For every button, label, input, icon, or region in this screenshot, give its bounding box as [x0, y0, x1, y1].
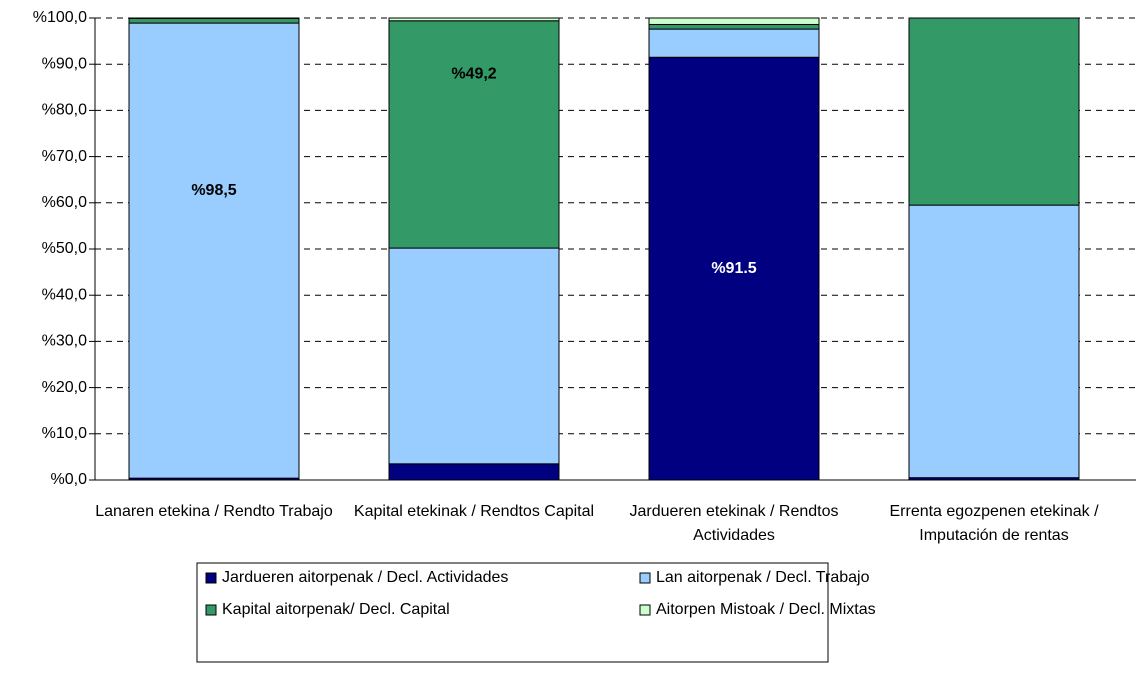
x-tick-label: Lanaren etekina / Rendto Trabajo — [95, 503, 333, 520]
y-tick-label: %50,0 — [42, 240, 87, 257]
bar-segment — [648, 23, 820, 30]
bar-segment — [388, 247, 560, 465]
data-label: %91.5 — [711, 260, 756, 277]
bar-segment — [908, 17, 1080, 206]
bar-segment — [908, 204, 1080, 479]
y-tick-label: %10,0 — [42, 425, 87, 442]
bar-segment — [648, 17, 820, 25]
bar-segment — [388, 20, 560, 249]
y-tick-label: %40,0 — [42, 286, 87, 303]
bar-segment — [128, 17, 300, 24]
y-tick-label: %30,0 — [42, 333, 87, 350]
y-tick-label: %70,0 — [42, 148, 87, 165]
bar-segment — [388, 17, 560, 22]
data-label: %98,5 — [191, 182, 236, 199]
bar-segment — [648, 28, 820, 58]
x-tick-label: Errenta egozpenen etekinak / Imputación … — [889, 503, 1099, 544]
y-tick-label: %0,0 — [51, 471, 88, 488]
y-tick-label: %20,0 — [42, 379, 87, 396]
bar-segment — [648, 56, 820, 481]
bar-segment — [128, 22, 300, 479]
legend-label: Aitorpen Mistoak / Decl. Mixtas — [656, 601, 876, 618]
y-tick-label: %80,0 — [42, 102, 87, 119]
x-tick-label: Jardueren etekinak / Rendtos Actividades — [629, 503, 839, 544]
legend-swatch — [205, 572, 217, 584]
legend-swatch — [639, 572, 651, 584]
x-tick-label: Kapital etekinak / Rendtos Capital — [353, 503, 595, 520]
legend-label: Kapital aitorpenak/ Decl. Capital — [222, 601, 450, 618]
legend-swatch — [205, 604, 217, 616]
data-label: %49,2 — [451, 66, 496, 83]
bar-segment — [388, 463, 560, 481]
legend-box — [196, 562, 829, 663]
legend-swatch — [639, 604, 651, 616]
legend-label: Lan aitorpenak / Decl. Trabajo — [656, 569, 870, 586]
legend-label: Jardueren aitorpenak / Decl. Actividades — [222, 569, 508, 586]
y-tick-label: %100,0 — [33, 9, 87, 26]
y-tick-label: %90,0 — [42, 55, 87, 72]
y-tick-label: %60,0 — [42, 194, 87, 211]
